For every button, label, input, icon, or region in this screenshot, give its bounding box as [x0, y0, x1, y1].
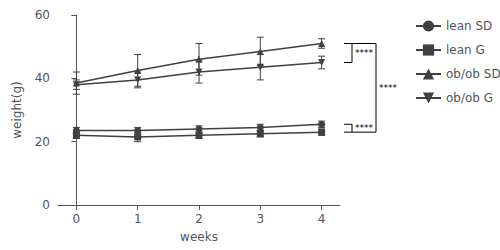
svg-text:60: 60 [35, 8, 50, 22]
svg-text:****: **** [379, 83, 398, 93]
svg-text:****: **** [355, 48, 374, 58]
svg-text:0: 0 [73, 212, 81, 226]
svg-text:2: 2 [195, 212, 203, 226]
svg-text:ob/ob SD: ob/ob SD [446, 67, 500, 81]
svg-text:****: **** [355, 123, 374, 133]
svg-text:ob/ob G: ob/ob G [446, 91, 493, 105]
svg-text:weeks: weeks [180, 230, 218, 244]
svg-text:weight(g): weight(g) [10, 81, 24, 138]
svg-text:lean G: lean G [446, 43, 485, 57]
svg-text:40: 40 [35, 71, 50, 85]
svg-text:lean SD: lean SD [446, 19, 492, 33]
svg-text:3: 3 [256, 212, 264, 226]
svg-text:4: 4 [318, 212, 326, 226]
svg-text:20: 20 [35, 135, 50, 149]
svg-text:1: 1 [134, 212, 142, 226]
svg-text:0: 0 [42, 198, 50, 212]
